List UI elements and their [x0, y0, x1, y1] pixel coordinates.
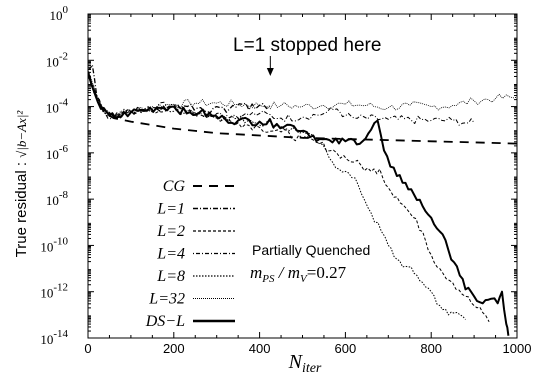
- y-tick-label: 10-8: [46, 189, 69, 208]
- series-line-L1: [88, 64, 271, 118]
- y-axis-label: True residual : √|b−Ax|²: [13, 110, 30, 258]
- mass-ratio-label: mPS / mV=0.27: [250, 263, 347, 285]
- x-tick-label: 1000: [503, 341, 532, 356]
- series-line-L32: [88, 69, 517, 119]
- axis-labels: Niter True residual : √|b−Ax|²: [13, 110, 322, 376]
- series-line-L8: [88, 71, 466, 320]
- annotation-layer: L=1 stopped here Partially Quenched mPS …: [233, 35, 381, 285]
- plot-frame: [87, 13, 518, 339]
- y-tick-label: 10-6: [46, 143, 69, 162]
- x-tick-label: 600: [335, 341, 357, 356]
- series-line-L4: [88, 71, 475, 126]
- x-tick-label: 0: [84, 341, 91, 356]
- x-tick-label: 400: [249, 341, 271, 356]
- legend-label: L=32: [148, 291, 185, 308]
- legend-label: DS−L: [145, 313, 185, 330]
- x-tick-label: 200: [163, 341, 185, 356]
- legend-label: L=2: [156, 223, 185, 240]
- x-axis-label: Niter: [288, 351, 322, 376]
- legend-label: L=1: [156, 201, 185, 218]
- legend-label: L=4: [156, 246, 185, 263]
- legend-label: CG: [163, 178, 186, 195]
- series-line-DSL: [88, 71, 510, 336]
- y-tick-label: 10-4: [46, 97, 69, 116]
- y-tick-label: 10-10: [40, 235, 68, 254]
- legend-label: L=8: [156, 268, 185, 285]
- partially-quenched-label: Partially Quenched: [252, 242, 370, 258]
- x-tick-label: 800: [420, 341, 442, 356]
- y-tick-label: 10-12: [40, 282, 68, 301]
- axis-ticks: 0 200 400 600 800 1000 100 10-2 10-4 10-6 10-8 10-1…: [40, 4, 531, 356]
- series-layer: [88, 64, 517, 336]
- y-tick-label: 10-2: [46, 50, 68, 69]
- stopped-annotation: L=1 stopped here: [233, 35, 381, 56]
- series-line-CG: [88, 73, 517, 145]
- y-tick-label: 100: [50, 4, 69, 23]
- legend: CG L=1 L=2 L=4 L=8 L=32 DS−L: [145, 178, 235, 330]
- y-tick-label: 10-14: [40, 328, 68, 347]
- stopped-arrow-head: [266, 68, 274, 76]
